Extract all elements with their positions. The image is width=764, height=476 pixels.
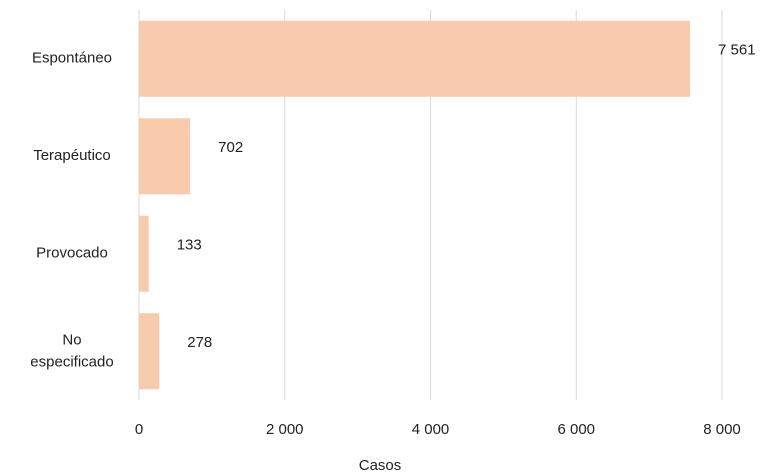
value-label: 7 561 (718, 42, 756, 59)
bar (139, 313, 160, 390)
value-label: 702 (218, 139, 243, 156)
y-tick-label: No especificado (30, 331, 113, 370)
bar (139, 118, 191, 195)
x-tick-label: 4 000 (412, 421, 450, 438)
bar (139, 20, 691, 97)
y-tick-label: Provocado (36, 245, 108, 262)
x-tick-label: 6 000 (557, 421, 595, 438)
value-label: 133 (177, 237, 202, 254)
value-label: 278 (187, 334, 212, 351)
x-tick-label: 2 000 (266, 421, 304, 438)
bar (139, 215, 149, 292)
x-axis-title: Casos (359, 457, 402, 474)
y-tick-label: Terapéutico (33, 147, 111, 164)
y-tick-label: Espontáneo (32, 50, 112, 67)
x-tick-label: 8 000 (703, 421, 741, 438)
x-tick-label: 0 (135, 421, 143, 438)
